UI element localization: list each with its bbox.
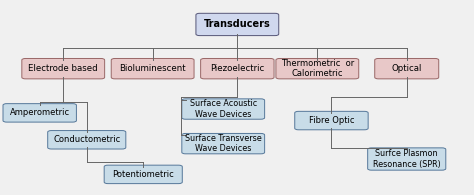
FancyBboxPatch shape bbox=[104, 165, 182, 184]
FancyBboxPatch shape bbox=[201, 58, 274, 79]
Text: Optical: Optical bbox=[392, 64, 422, 73]
Text: Conductometric: Conductometric bbox=[53, 135, 120, 144]
Text: Surface Acoustic
Wave Devices: Surface Acoustic Wave Devices bbox=[190, 99, 257, 119]
Text: Surface Transverse
Wave Devices: Surface Transverse Wave Devices bbox=[185, 134, 262, 153]
FancyBboxPatch shape bbox=[22, 58, 105, 79]
Text: Amperometric: Amperometric bbox=[9, 108, 70, 117]
FancyBboxPatch shape bbox=[196, 13, 279, 36]
FancyBboxPatch shape bbox=[276, 58, 359, 79]
Text: Potentiometric: Potentiometric bbox=[112, 170, 174, 179]
Text: Bioluminescent: Bioluminescent bbox=[119, 64, 186, 73]
FancyBboxPatch shape bbox=[111, 58, 194, 79]
FancyBboxPatch shape bbox=[182, 133, 264, 154]
FancyBboxPatch shape bbox=[3, 104, 76, 122]
Text: Electrode based: Electrode based bbox=[28, 64, 98, 73]
Text: Transducers: Transducers bbox=[204, 20, 271, 29]
Text: Piezoelectric: Piezoelectric bbox=[210, 64, 264, 73]
FancyBboxPatch shape bbox=[375, 58, 439, 79]
Text: Thermometric  or
Calorimetric: Thermometric or Calorimetric bbox=[281, 59, 354, 78]
Text: Surfce Plasmon
Resonance (SPR): Surfce Plasmon Resonance (SPR) bbox=[373, 149, 441, 169]
Text: Fibre Optic: Fibre Optic bbox=[309, 116, 354, 125]
FancyBboxPatch shape bbox=[48, 131, 126, 149]
FancyBboxPatch shape bbox=[368, 148, 446, 170]
FancyBboxPatch shape bbox=[182, 99, 264, 119]
FancyBboxPatch shape bbox=[295, 111, 368, 130]
